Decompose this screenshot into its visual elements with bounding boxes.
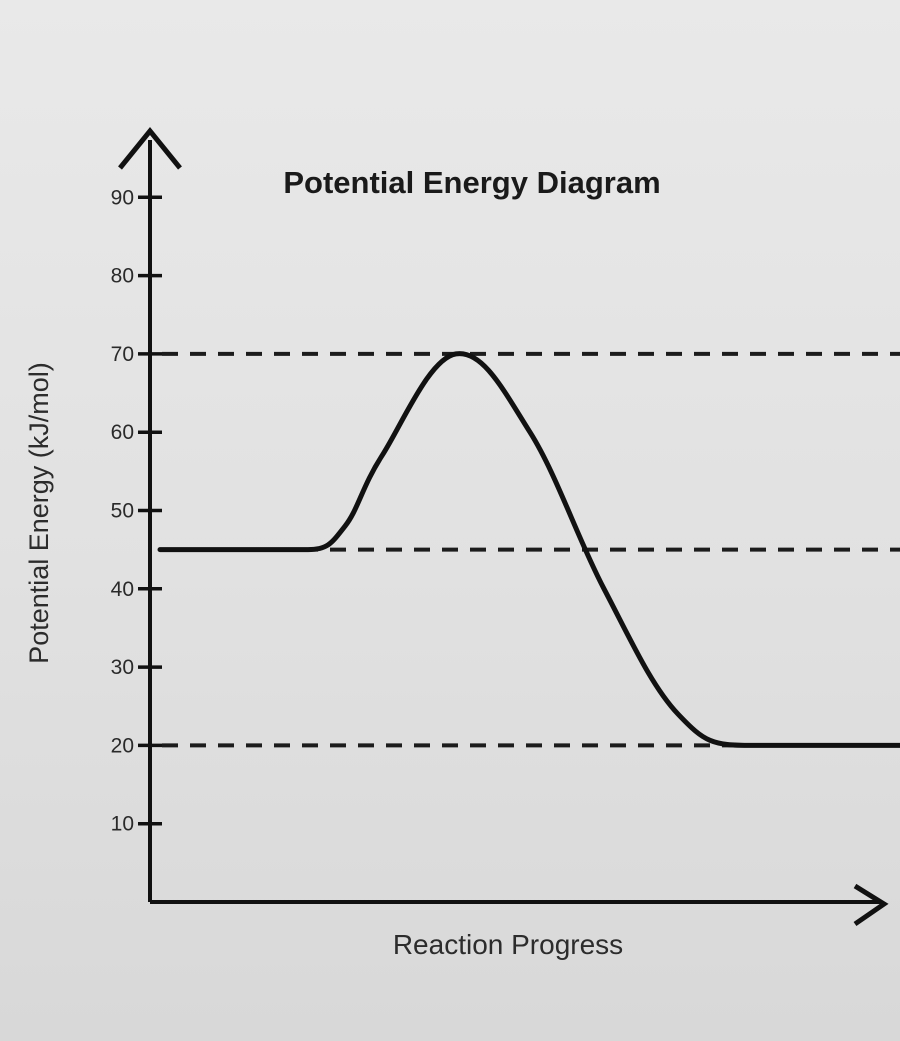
x-axis-arrowhead: [853, 883, 889, 927]
y-axis-arrowhead: [118, 127, 182, 170]
chart-title: Potential Energy Diagram: [283, 165, 660, 200]
y-tick-label-60: 60: [111, 421, 134, 444]
y-ticks: 10 20 30 40 50 60 70 80 90: [111, 186, 162, 836]
y-tick-label-40: 40: [111, 578, 134, 601]
y-axis-label: Potential Energy (kJ/mol): [24, 362, 54, 664]
y-tick-label-10: 10: [111, 813, 134, 836]
y-tick-label-20: 20: [111, 734, 134, 757]
axes: [118, 127, 889, 927]
y-tick-label-50: 50: [111, 500, 134, 523]
energy-curve: [157, 351, 900, 748]
y-tick-label-80: 80: [111, 265, 134, 288]
y-tick-label-70: 70: [111, 343, 134, 366]
y-tick-label-30: 30: [111, 656, 134, 679]
y-tick-label-90: 90: [111, 186, 134, 209]
x-axis-label: Reaction Progress: [393, 929, 623, 960]
